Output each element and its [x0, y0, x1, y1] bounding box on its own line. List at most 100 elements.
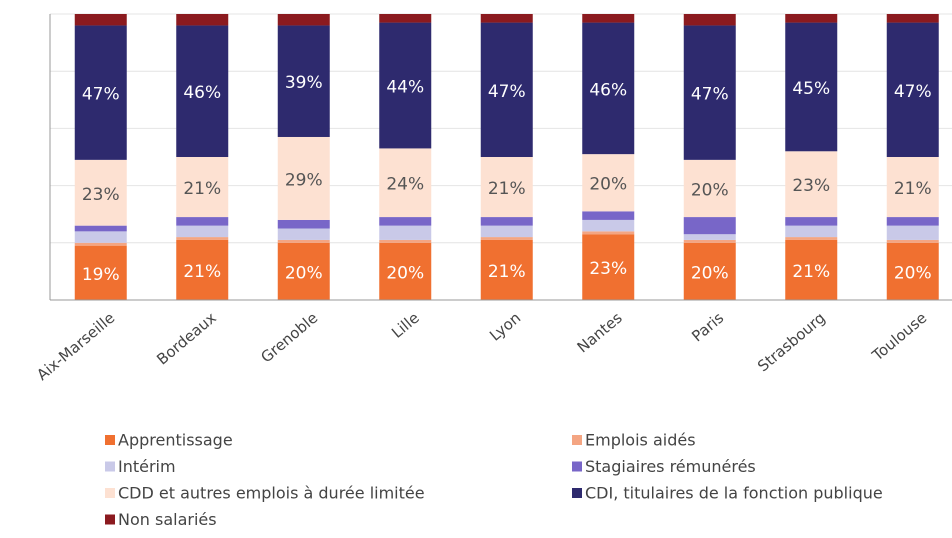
value-label: 21%	[792, 262, 830, 282]
bar-segment	[683, 242, 736, 300]
bar-segment	[480, 225, 533, 238]
legend-label: Intérim	[118, 457, 176, 476]
legend-swatch	[572, 435, 582, 445]
x-tick-label: Nantes	[574, 309, 626, 357]
value-label: 47%	[691, 85, 729, 105]
bar-segment	[379, 225, 432, 240]
bar-segment	[176, 14, 229, 26]
bar-segment	[480, 14, 533, 23]
bar-segment	[480, 237, 533, 240]
bar-segment	[683, 14, 736, 26]
value-label: 46%	[183, 83, 221, 103]
value-label: 29%	[285, 170, 323, 190]
bar-segment	[785, 22, 838, 152]
bar-segment	[176, 217, 229, 226]
value-label: 24%	[386, 175, 424, 195]
legend-swatch	[105, 514, 115, 525]
bar-segment	[582, 231, 635, 235]
bar-segment	[277, 136, 330, 220]
value-label: 46%	[589, 80, 627, 100]
bar-segment	[683, 25, 736, 160]
bar-segment	[785, 225, 838, 238]
bar-segment	[886, 14, 939, 23]
x-tick-label: Grenoble	[257, 309, 321, 367]
legend-label: Non salariés	[118, 510, 217, 529]
bar-segment	[785, 237, 838, 240]
value-label: 21%	[183, 262, 221, 282]
bar-segment	[74, 225, 127, 232]
value-label: 45%	[792, 79, 830, 99]
bar-segment	[277, 239, 330, 243]
value-label: 21%	[488, 179, 526, 199]
value-label: 47%	[488, 82, 526, 102]
bar-segment	[785, 151, 838, 218]
bar-segment	[582, 219, 635, 232]
bar-segment	[379, 14, 432, 23]
bar-segment	[176, 237, 229, 240]
bar-segment	[379, 22, 432, 149]
bar-segment	[74, 245, 127, 300]
bar-segment	[74, 25, 127, 160]
bar-segment	[886, 22, 939, 157]
value-label: 20%	[589, 175, 627, 195]
bar-segment	[886, 239, 939, 243]
bar-segment	[176, 239, 229, 300]
bar-segment	[582, 22, 635, 155]
bar-segment	[785, 239, 838, 300]
bar-segment	[379, 239, 432, 243]
value-label: 23%	[792, 176, 830, 196]
bar-segment	[886, 217, 939, 226]
bar-segment	[176, 225, 229, 238]
value-label: 21%	[894, 179, 932, 199]
value-label: 39%	[285, 73, 323, 93]
legend-label: CDD et autres emplois à durée limitée	[118, 484, 425, 503]
value-label: 23%	[82, 185, 120, 205]
bar-segment	[683, 217, 736, 235]
bar-segment	[277, 14, 330, 26]
value-label: 20%	[285, 263, 323, 283]
bar-segment	[683, 159, 736, 218]
bar-segment	[176, 157, 229, 218]
bar-segment	[582, 211, 635, 220]
legend-swatch	[105, 461, 115, 472]
legend-label: CDI, titulaires de la fonction publique	[585, 484, 883, 503]
bar-segment	[74, 231, 127, 243]
bar-segment	[785, 14, 838, 23]
value-label: 21%	[183, 179, 221, 199]
x-tick-label: Aix-Marseille	[33, 309, 118, 384]
bar-segment	[379, 148, 432, 218]
x-tick-label: Bordeaux	[153, 309, 220, 369]
value-label: 20%	[386, 263, 424, 283]
bar-segment	[683, 239, 736, 243]
bar-segment	[74, 242, 127, 246]
bar-segment	[785, 217, 838, 226]
x-tick-label: Toulouse	[868, 309, 930, 365]
bar-segment	[277, 228, 330, 240]
value-label: 19%	[82, 265, 120, 285]
bar-segment	[176, 25, 229, 157]
bar-segment	[582, 154, 635, 212]
legend-swatch	[572, 461, 582, 472]
bar-segment	[277, 242, 330, 300]
legend-swatch	[105, 488, 115, 498]
value-label: 47%	[82, 85, 120, 105]
value-label: 44%	[386, 78, 424, 98]
x-tick-label: Lyon	[486, 309, 524, 345]
bar-segment	[379, 217, 432, 226]
x-tick-label: Lille	[388, 309, 423, 342]
legend-swatch	[572, 488, 582, 498]
value-label: 21%	[488, 262, 526, 282]
bar-segment	[886, 225, 939, 240]
bar-segment	[379, 242, 432, 300]
bar-segment	[480, 217, 533, 226]
value-label: 20%	[894, 263, 932, 283]
bar-segment	[277, 219, 330, 229]
bar-segment	[886, 242, 939, 300]
legend-label: Stagiaires rémunérés	[585, 457, 756, 476]
bar-segment	[886, 157, 939, 218]
x-tick-label: Paris	[688, 309, 727, 346]
legend-label: Emplois aidés	[585, 431, 696, 450]
legend-label: Apprentissage	[118, 431, 233, 450]
bar-segment	[582, 14, 635, 23]
